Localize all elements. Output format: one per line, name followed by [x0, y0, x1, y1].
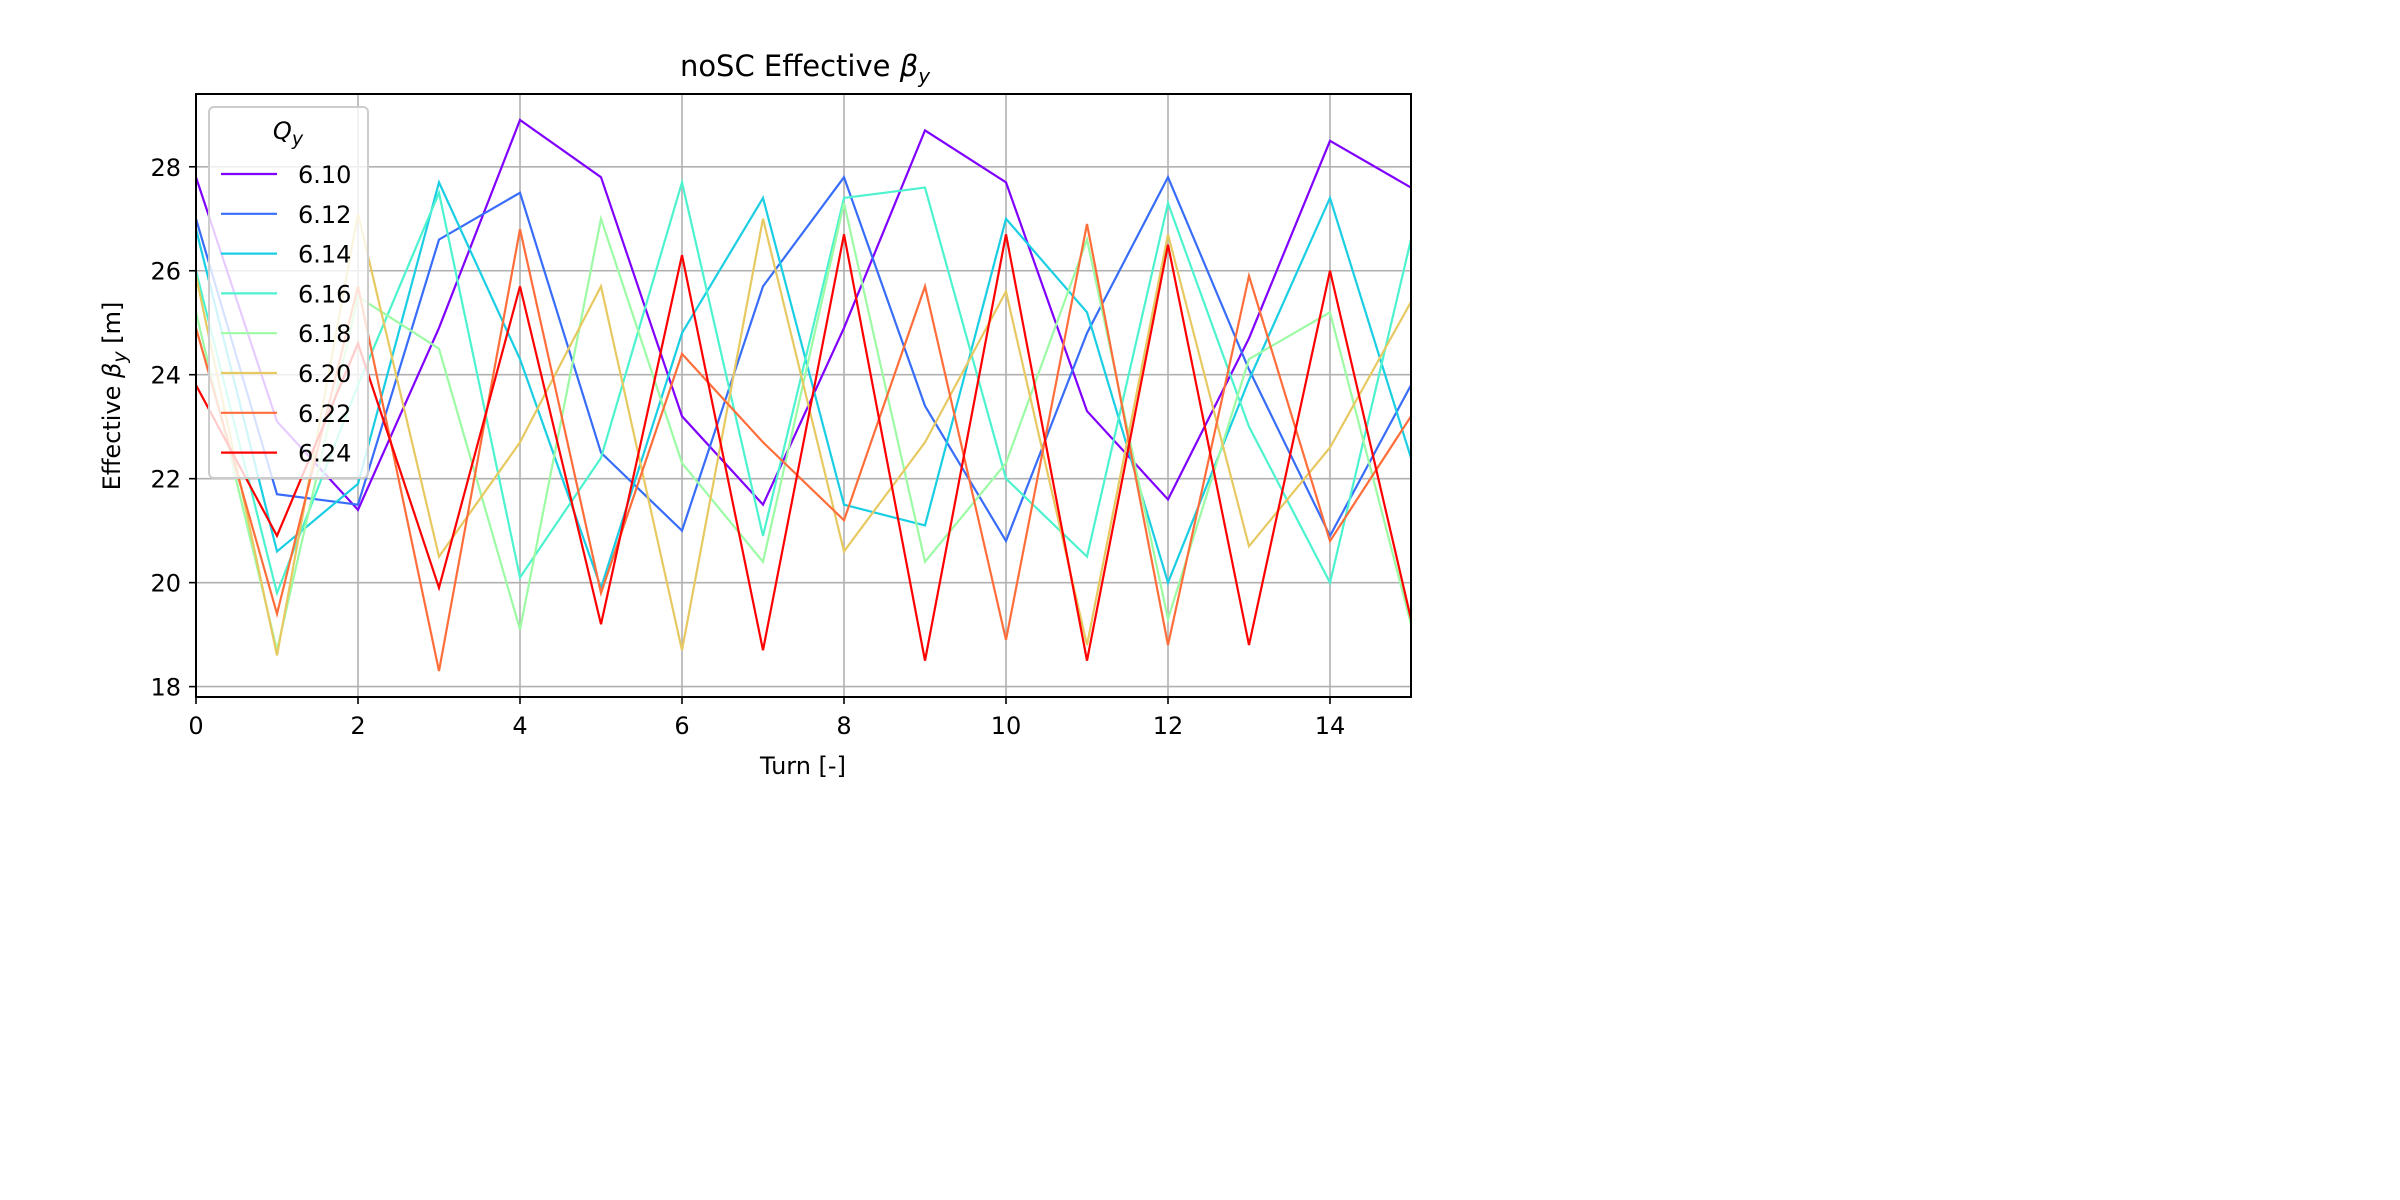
x-axis: 0 2 4 6 8 10 12 14 — [188, 697, 1345, 740]
line-chart: noSC Effective βy 0 2 4 6 8 10 12 14 1820222426… — [98, 49, 1413, 780]
x-tick-label: 4 — [512, 712, 527, 740]
series-group — [194, 118, 1413, 672]
series-line-6.14 — [194, 179, 1413, 592]
legend-label-6.18: 6.18 — [298, 320, 351, 348]
x-tick-label: 10 — [991, 712, 1022, 740]
chart-container: noSC Effective βy 0 2 4 6 8 10 12 14 18 20 22 24 26… — [0, 0, 1543, 782]
x-tick-label: 2 — [350, 712, 365, 740]
x-axis-label: Turn [-] — [759, 752, 846, 780]
y-tick-label: 22 — [150, 466, 181, 494]
legend-box — [208, 106, 369, 479]
x-tick-label: 6 — [674, 712, 689, 740]
y-tick-label: 28 — [150, 154, 181, 182]
series-line-6.16 — [194, 178, 1413, 597]
y-tick-label: 18 — [150, 674, 181, 702]
x-tick-label: 14 — [1315, 712, 1346, 740]
grid — [195, 94, 1411, 697]
y-axis-label: Effective βy [m] — [98, 302, 131, 491]
x-tick-label: 12 — [1153, 712, 1184, 740]
chart-title: noSC Effective βy — [680, 49, 931, 88]
y-tick-label: 26 — [150, 258, 181, 286]
legend-label-6.16: 6.16 — [298, 280, 351, 308]
y-tick-label: 20 — [150, 570, 181, 598]
plot-frame — [195, 93, 1412, 698]
x-tick-label: 0 — [188, 712, 203, 740]
y-tick-label: 24 — [150, 362, 181, 390]
series-line-6.24 — [195, 234, 1413, 661]
series-line-6.12 — [194, 174, 1412, 544]
series-line-6.20 — [194, 213, 1412, 656]
legend-label-6.20: 6.20 — [298, 360, 351, 388]
legend-label-6.14: 6.14 — [298, 241, 351, 269]
series-line-6.22 — [194, 223, 1412, 672]
series-line-6.10 — [194, 118, 1412, 512]
legend-label-6.22: 6.22 — [298, 400, 351, 428]
x-tick-label: 8 — [836, 712, 851, 740]
legend-entries: 6.10 6.12 6.14 6.16 6.18 6.20 6.22 6.24 — [221, 161, 351, 468]
y-axis: 18 20 22 24 26 28 — [150, 154, 196, 702]
legend-label-6.12: 6.12 — [298, 201, 351, 229]
legend-label-6.24: 6.24 — [298, 440, 351, 468]
legend: Qy 6.106.126.146.166.186.206.226.24 — [208, 106, 369, 479]
legend-label-6.10: 6.10 — [298, 161, 351, 189]
